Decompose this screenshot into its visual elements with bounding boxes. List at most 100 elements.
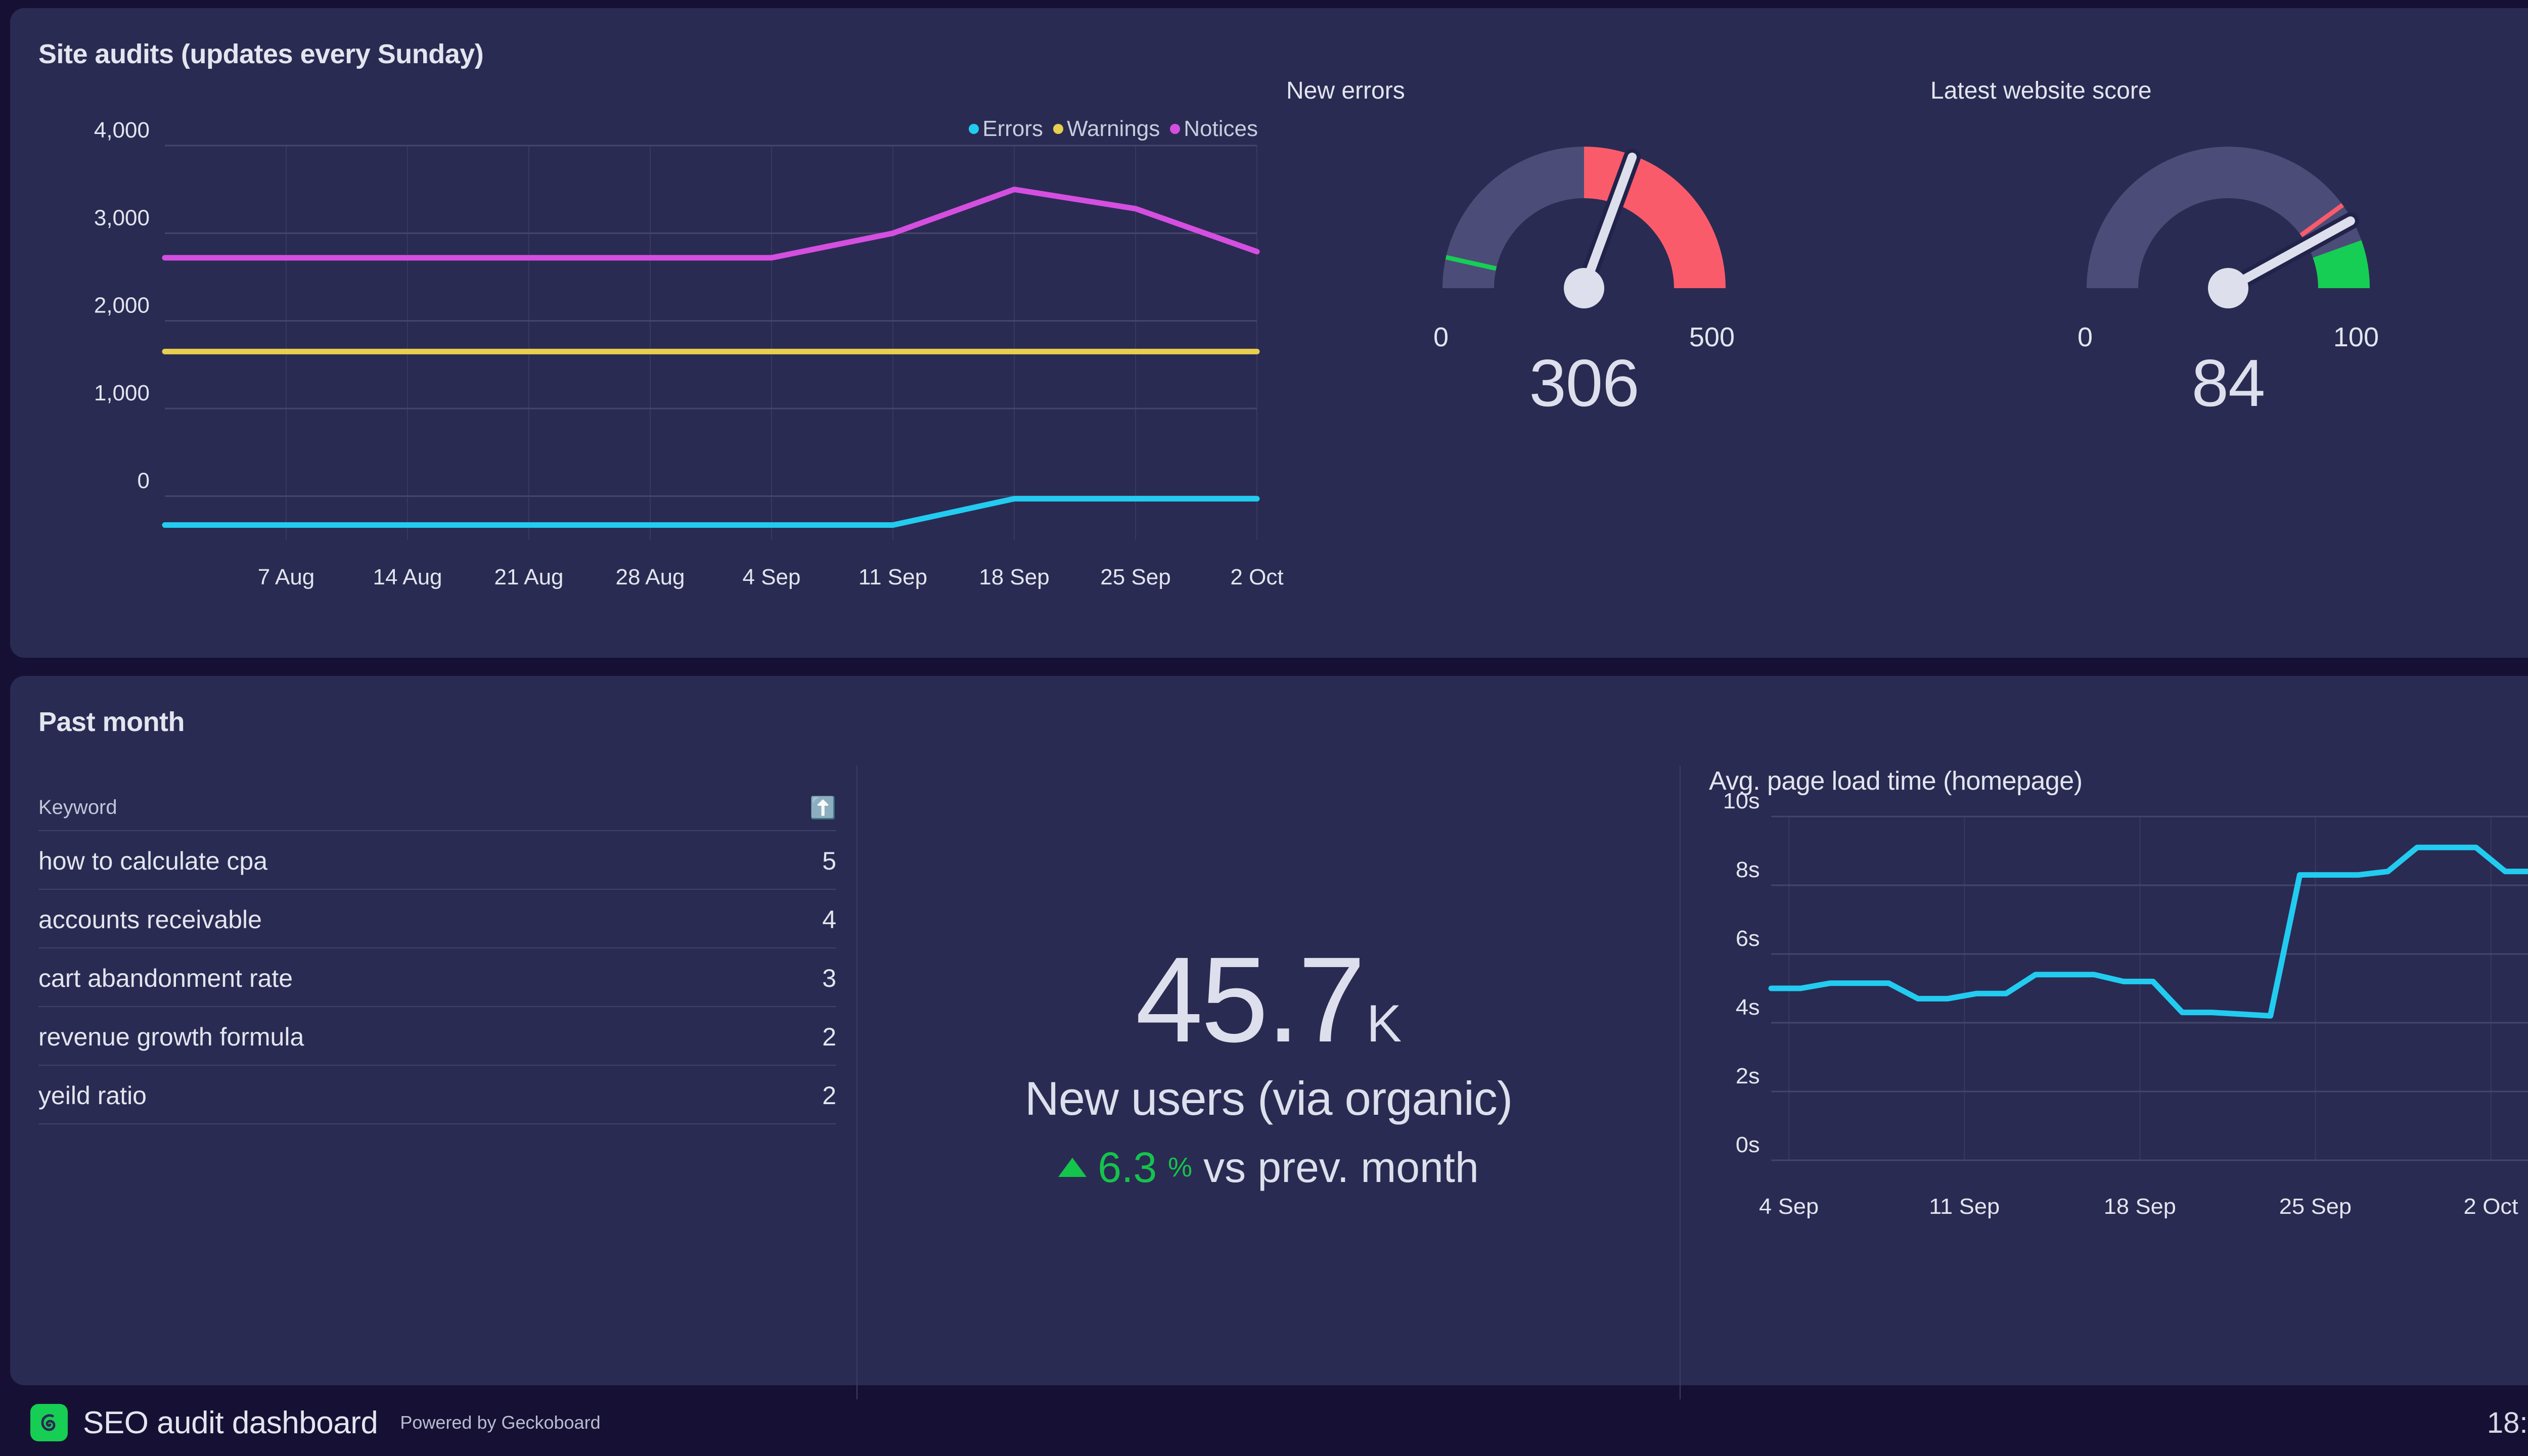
gauge-needle-hub [2208, 268, 2248, 308]
keyword-table-rows: how to calculate cpa 5 accounts receivable… [38, 831, 836, 1124]
series-line-page-load [1768, 844, 2528, 1019]
gauge-threshold-marker [1445, 255, 1497, 271]
y-axis-tick-label: 1,000 [94, 381, 150, 405]
footer-powered-by: Powered by Geckoboard [400, 1412, 601, 1433]
x-axis-tick-label: 25 Sep [1100, 565, 1170, 589]
y-axis-tick-label: 4s [1736, 995, 1760, 1020]
footer-clock: 18:10 [2487, 1406, 2528, 1439]
triangle-up-icon [1058, 1158, 1087, 1177]
gauge-needle-hub [1564, 268, 1604, 308]
gauge-new-errors-max: 500 [1689, 322, 1735, 352]
new-users-delta: 6.3% vs prev. month [1058, 1143, 1479, 1192]
gauge-new-errors-range: 0 500 [1407, 322, 1761, 353]
legend-item-notices[interactable]: Notices [1170, 116, 1258, 142]
legend-item-errors[interactable]: Errors [969, 116, 1043, 142]
legend-dot-notices [1170, 124, 1181, 134]
gauge-threshold-marker [2299, 203, 2344, 238]
table-row[interactable]: cart abandonment rate 3 [38, 948, 836, 1007]
gauge-new-errors-title: New errors [1286, 77, 1405, 104]
gauge-needle [1579, 152, 1637, 293]
gauge-new-errors: New errors 0 500 306 [1262, 77, 1906, 669]
gauge-website-score: Latest website score 0 100 84 [1906, 77, 2528, 669]
x-axis-tick-label: 28 Aug [615, 565, 685, 589]
site-audits-chart-container: Errors Warnings Notices 0 1,000 2,000 3,000… [38, 70, 1284, 669]
page-load-time-widget: Avg. page load time (homepage) 0s 2s 4s 6s 8… [1681, 766, 2528, 1399]
site-audits-legend: Errors Warnings Notices [969, 116, 1258, 142]
gauge-website-score-value: 84 [2191, 346, 2266, 420]
y-axis-tick-label: 2s [1736, 1064, 1760, 1088]
table-row[interactable]: revenue growth formula 2 [38, 1007, 836, 1066]
keyword-value: 2 [822, 1081, 836, 1110]
keyword-name: cart abandonment rate [38, 964, 293, 992]
new-users-value-group: 45.7 K [1135, 932, 1402, 1068]
keyword-table: Keyword ⬆️ how to calculate cpa 5 accounts… [38, 766, 857, 1399]
new-users-delta-value: 6.3 [1098, 1143, 1157, 1191]
y-axis-tick-label: 2,000 [94, 293, 150, 318]
x-axis-tick-label: 21 Aug [494, 565, 563, 589]
new-users-value: 45.7 [1135, 932, 1366, 1068]
table-row[interactable]: yeild ratio 2 [38, 1066, 836, 1124]
gauge-website-score-dial [2051, 109, 2405, 329]
keyword-value: 5 [822, 847, 836, 875]
past-month-title: Past month [38, 707, 185, 737]
site-audits-linechart: 0 1,000 2,000 3,000 4,000 7 Aug 14 Aug 21 Aug 28… [38, 118, 1284, 606]
keyword-column-header: Keyword [38, 796, 117, 818]
gauge-new-errors-value: 306 [1529, 346, 1639, 420]
series-line-notices [162, 187, 1260, 261]
footer-brand: SEO audit dashboard Powered by Geckoboar… [30, 1404, 601, 1441]
footer-dashboard-title: SEO audit dashboard [83, 1405, 378, 1440]
gauge-track [2087, 147, 2370, 288]
x-axis-tick-label: 2 Oct [2464, 1195, 2519, 1219]
table-row[interactable]: accounts receivable 4 [38, 890, 836, 948]
keyword-table-header: Keyword ⬆️ [38, 796, 836, 831]
past-month-panel: Past month Keyword ⬆️ how to calculate c… [10, 676, 2528, 1399]
x-axis-tick-label: 7 Aug [258, 565, 315, 589]
page-load-time-chart: 0s 2s 4s 6s 8s 10s 4 Sep 11 Sep 18 Sep 25 Sep 2 Oc… [1709, 789, 2528, 1236]
site-audits-panel: Site audits (updates every Sunday) Error… [10, 8, 2528, 658]
gauges-group: New errors 0 500 306 Latest website scor… [1262, 70, 2528, 669]
y-axis-tick-label: 6s [1736, 927, 1760, 951]
keyword-name: accounts receivable [38, 905, 262, 934]
x-axis-tick-label: 11 Sep [859, 565, 927, 589]
keyword-value: 2 [822, 1023, 836, 1051]
legend-label-errors: Errors [982, 116, 1044, 141]
gauge-website-score-min: 0 [2078, 322, 2093, 352]
gauge-new-errors-dial [1407, 109, 1761, 329]
gauge-needle [2224, 216, 2355, 293]
y-axis-tick-label: 8s [1736, 858, 1760, 882]
site-audits-title: Site audits (updates every Sunday) [38, 39, 484, 69]
y-axis-tick-label: 10s [1723, 789, 1760, 813]
keyword-value: 3 [822, 964, 836, 992]
y-axis-tick-label: 4,000 [94, 118, 150, 143]
x-axis-tick-label: 14 Aug [373, 565, 442, 589]
gauge-website-score-title: Latest website score [1930, 77, 2152, 104]
gauge-website-score-range: 0 100 [2051, 322, 2405, 353]
x-axis-tick-label: 25 Sep [2279, 1195, 2352, 1219]
new-users-unit: K [1366, 994, 1402, 1054]
gauge-band [2313, 240, 2370, 288]
legend-label-warnings: Warnings [1067, 116, 1160, 141]
x-axis-tick-label: 4 Sep [1759, 1195, 1819, 1219]
new-users-label: New users (via organic) [1024, 1071, 1513, 1125]
arrow-up-icon[interactable]: ⬆️ [809, 795, 836, 820]
table-row[interactable]: how to calculate cpa 5 [38, 831, 836, 890]
legend-item-warnings[interactable]: Warnings [1053, 116, 1160, 142]
past-month-body: Keyword ⬆️ how to calculate cpa 5 accounts… [38, 738, 2528, 1399]
x-axis-tick-label: 18 Sep [2104, 1195, 2176, 1219]
new-users-metric: 45.7 K New users (via organic) 6.3% vs pr… [857, 766, 1681, 1399]
x-axis-tick-label: 18 Sep [979, 565, 1049, 589]
keyword-name: yeild ratio [38, 1081, 147, 1110]
site-audits-body: Errors Warnings Notices 0 1,000 2,000 3,000… [38, 70, 2528, 669]
keyword-name: revenue growth formula [38, 1023, 304, 1051]
new-users-delta-symbol: % [1168, 1152, 1193, 1183]
x-axis-tick-label: 2 Oct [1230, 565, 1283, 589]
gauge-new-errors-min: 0 [1433, 322, 1449, 352]
keyword-name: how to calculate cpa [38, 847, 268, 875]
legend-label-notices: Notices [1184, 116, 1258, 141]
dashboard-footer: SEO audit dashboard Powered by Geckoboar… [10, 1389, 2528, 1456]
geckoboard-logo-icon [30, 1404, 68, 1441]
new-users-delta-suffix: vs prev. month [1203, 1143, 1479, 1191]
x-axis-tick-label: 11 Sep [1929, 1195, 2000, 1219]
y-axis-tick-label: 0 [138, 468, 150, 493]
